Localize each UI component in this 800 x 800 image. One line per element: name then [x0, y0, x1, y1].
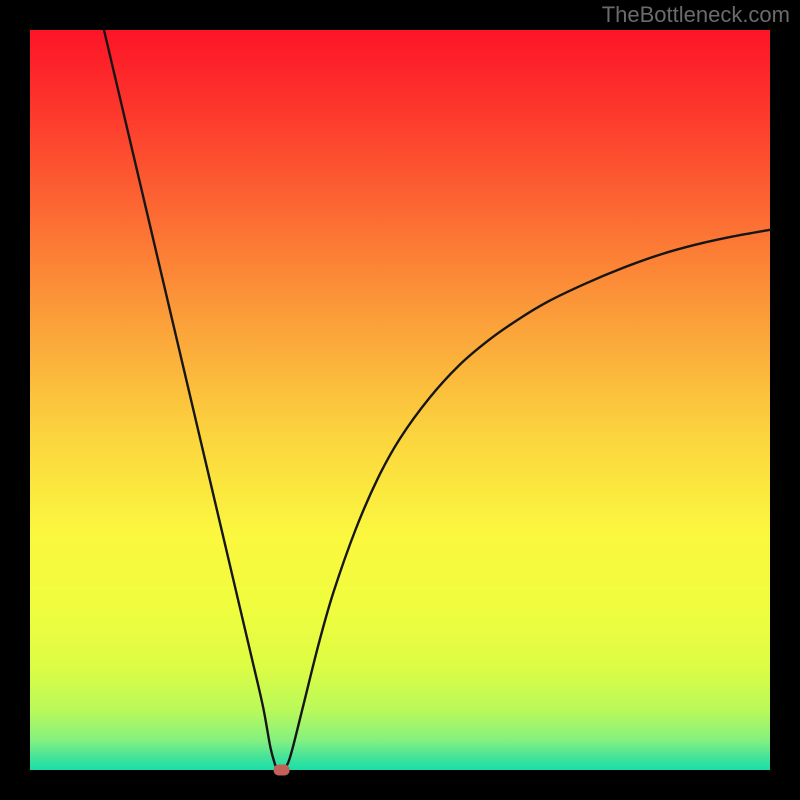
watermark-text: TheBottleneck.com — [602, 2, 790, 28]
bottleneck-chart — [0, 0, 800, 800]
optimal-point-marker — [274, 765, 290, 776]
chart-root: TheBottleneck.com — [0, 0, 800, 800]
plot-gradient-area — [30, 30, 770, 770]
